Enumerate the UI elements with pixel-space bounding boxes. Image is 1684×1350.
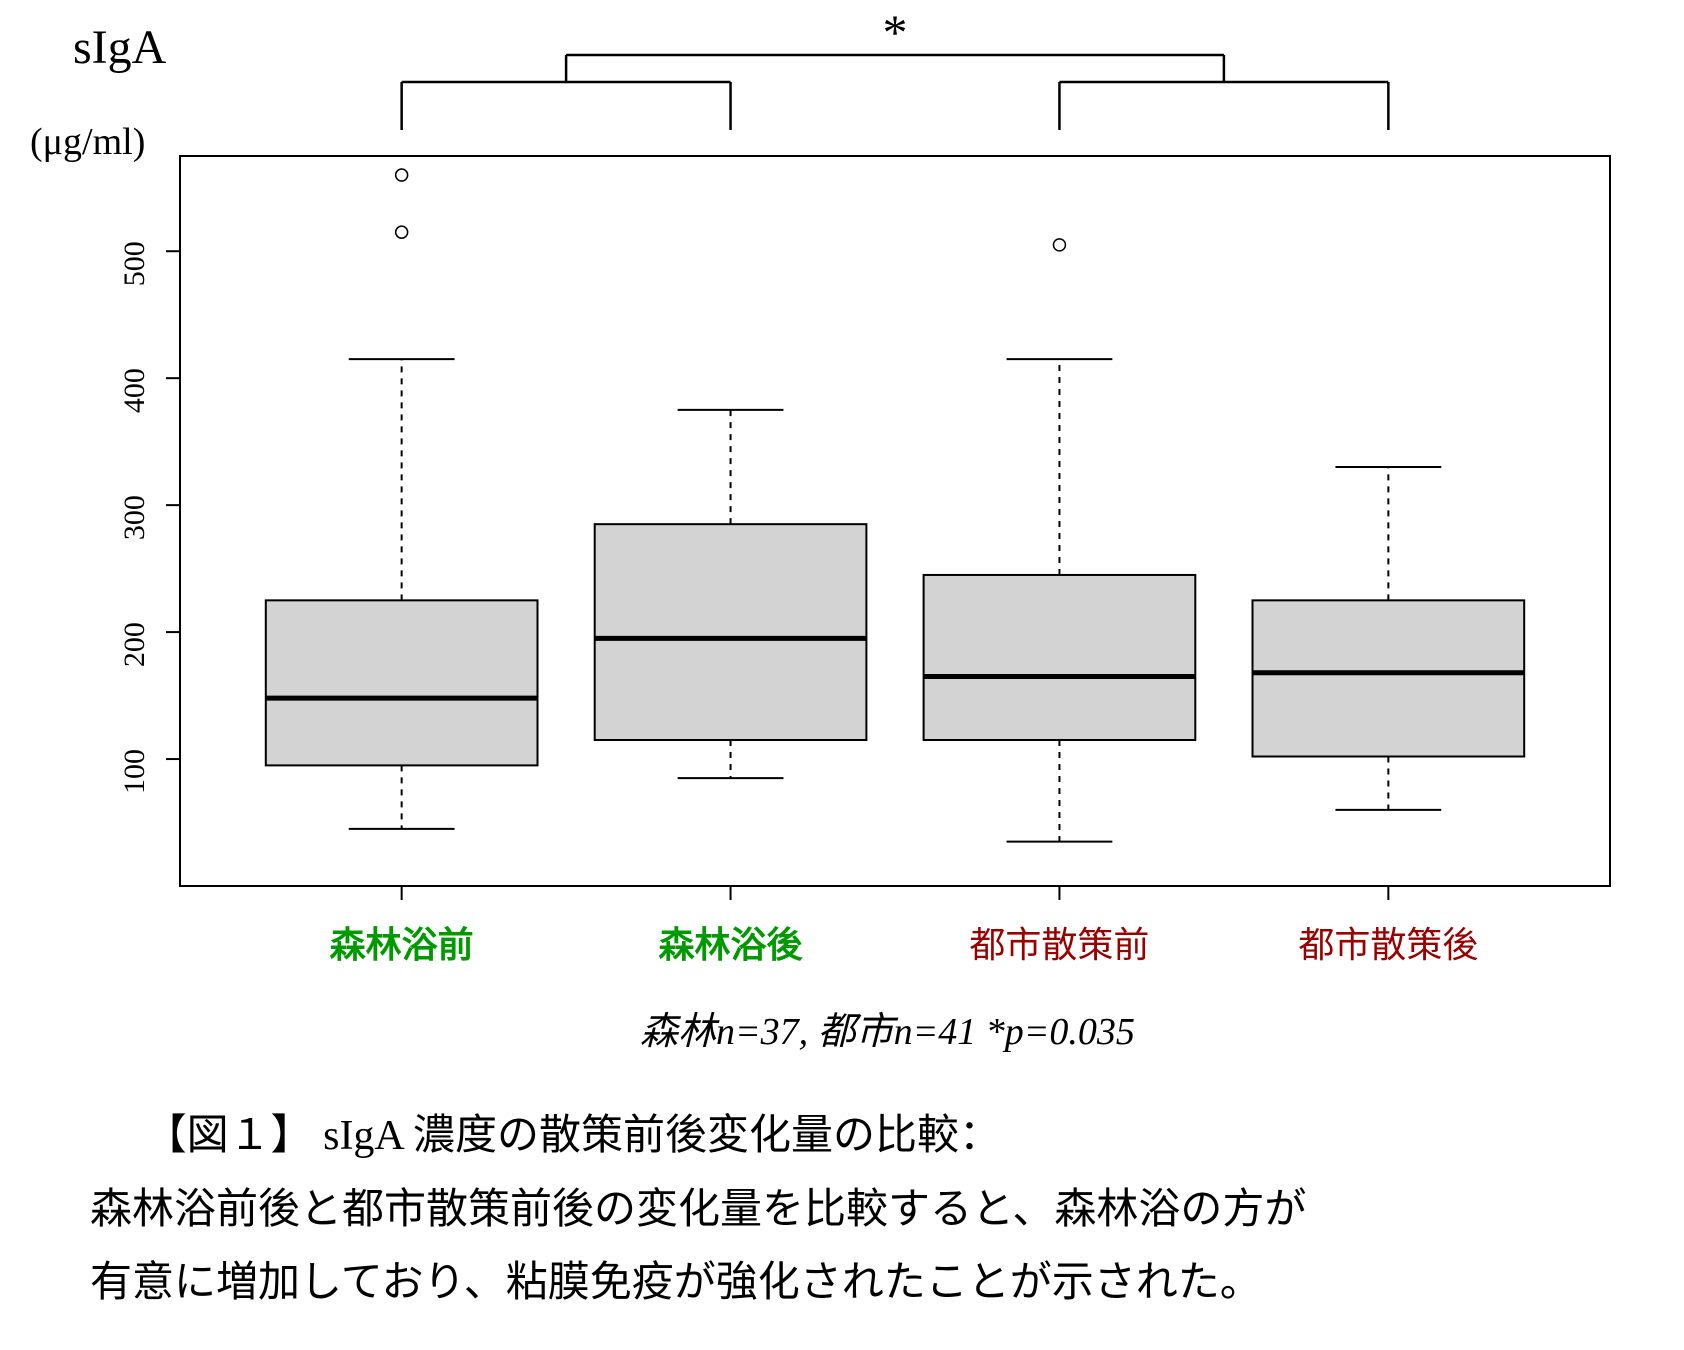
- x-axis-category-label: 都市散策前: [939, 916, 1179, 968]
- x-axis-category-label: 森林浴後: [611, 916, 851, 968]
- caption-title: 【図１】 sIgA 濃度の散策前後変化量の比較：: [90, 1100, 1620, 1174]
- figure-page: sIgA (μg/ml) 100200300400500* 森林浴前森林浴後都市…: [0, 0, 1684, 1350]
- sample-size-note: 森林n=37, 都市n=41 *p=0.035: [640, 1000, 1135, 1055]
- x-axis-labels: 森林浴前 森林浴後 都市散策前 都市散策後: [0, 0, 1684, 1060]
- x-axis-category-label: 都市散策後: [1268, 916, 1508, 968]
- figure-caption: 【図１】 sIgA 濃度の散策前後変化量の比較： 森林浴前後と都市散策前後の変化…: [90, 1100, 1620, 1321]
- caption-line-2: 有意に増加しており、粘膜免疫が強化されたことが示された。: [90, 1247, 1620, 1321]
- x-axis-category-label: 森林浴前: [282, 916, 522, 968]
- caption-line-1: 森林浴前後と都市散策前後の変化量を比較すると、森林浴の方が: [90, 1174, 1620, 1248]
